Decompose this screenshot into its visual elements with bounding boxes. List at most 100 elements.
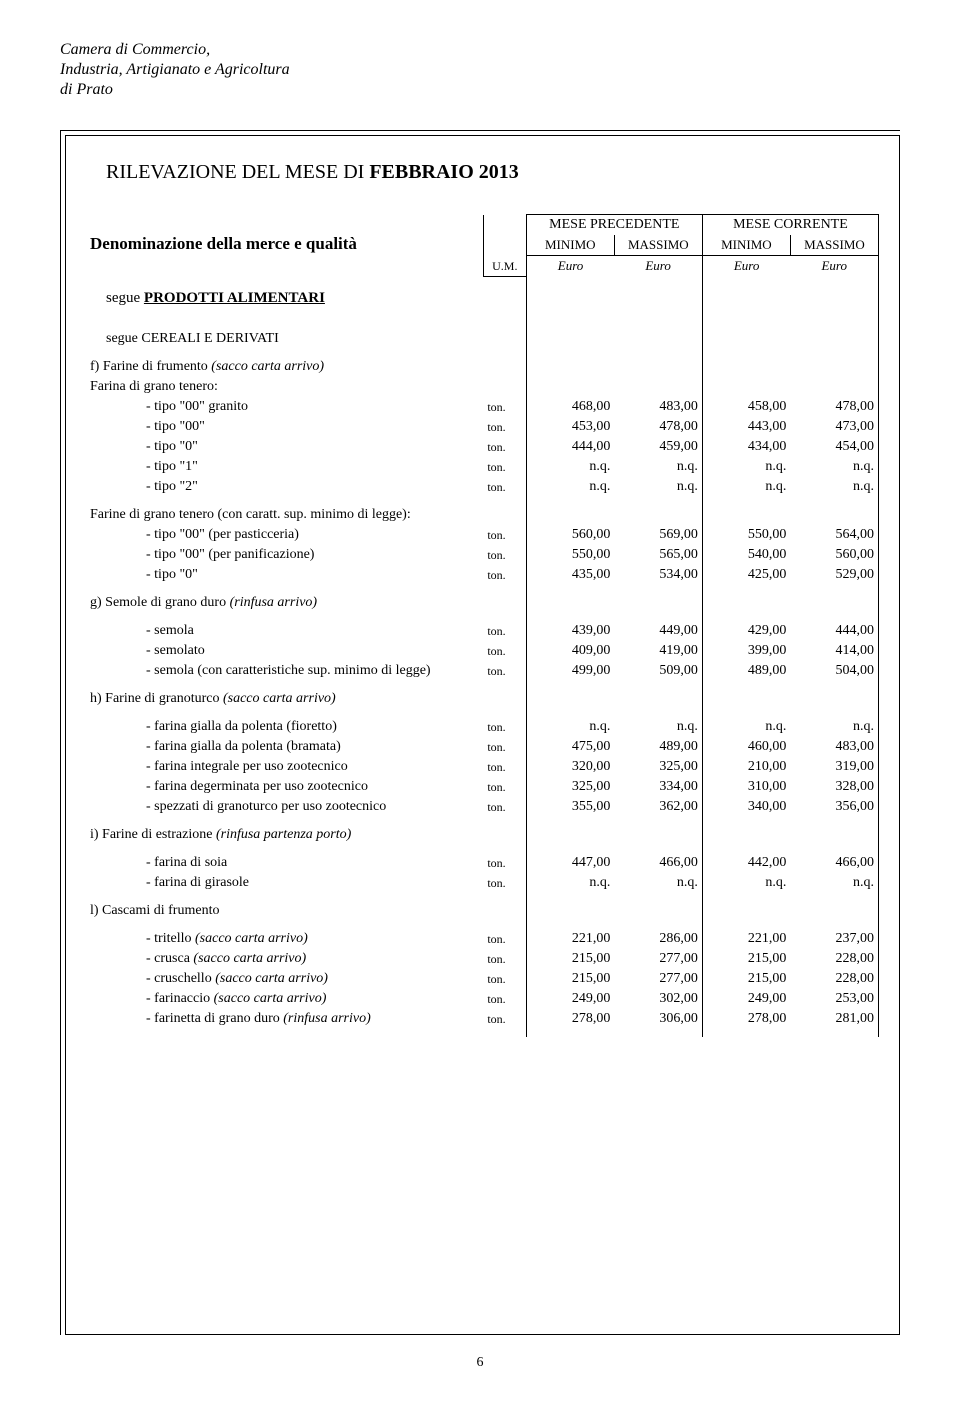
row-curr-max: 414,00	[790, 641, 878, 661]
row-curr-min: 425,00	[702, 565, 790, 585]
row-prev-min: 444,00	[526, 437, 614, 457]
row-prev-min: 355,00	[526, 797, 614, 817]
row-curr-min: 249,00	[702, 989, 790, 1009]
row-label: - semola	[86, 621, 483, 641]
row-curr-min: 399,00	[702, 641, 790, 661]
euro-1: Euro	[526, 256, 614, 277]
row-prev-min: 560,00	[526, 525, 614, 545]
row-prev-max: 362,00	[614, 797, 702, 817]
row-unit: ton.	[483, 397, 526, 417]
row-curr-min: n.q.	[702, 717, 790, 737]
row-prev-max: n.q.	[614, 717, 702, 737]
row-label: - tipo "00" (per panificazione)	[86, 545, 483, 565]
table-header-row-1: Denominazione della merce e qualità U.M.…	[86, 215, 879, 236]
row-prev-max: 569,00	[614, 525, 702, 545]
row-curr-min: 442,00	[702, 853, 790, 873]
row-label: - tipo "00" granito	[86, 397, 483, 417]
row-curr-max: 356,00	[790, 797, 878, 817]
row-prev-max: 483,00	[614, 397, 702, 417]
row-prev-min: 435,00	[526, 565, 614, 585]
row-label: - tritello (sacco carta arrivo)	[86, 929, 483, 949]
row-unit: ton.	[483, 545, 526, 565]
col-prev-max: MASSIMO	[614, 235, 702, 256]
row-prev-max: 466,00	[614, 853, 702, 873]
row-prev-max: n.q.	[614, 477, 702, 497]
col-group-prev: MESE PRECEDENTE	[526, 215, 702, 236]
table-row: - farinaccio (sacco carta arrivo)ton. 249…	[86, 989, 879, 1009]
euro-4: Euro	[790, 256, 878, 277]
row-prev-min: n.q.	[526, 873, 614, 893]
row-unit: ton.	[483, 777, 526, 797]
row-curr-min: 443,00	[702, 417, 790, 437]
row-prev-min: n.q.	[526, 457, 614, 477]
table-row: - semolatoton.409,00419,00399,00414,00	[86, 641, 879, 661]
row-prev-min: 499,00	[526, 661, 614, 681]
table-row: - tipo "00"ton.453,00478,00443,00473,00	[86, 417, 879, 437]
row-curr-min: 215,00	[702, 969, 790, 989]
row-label: - tipo "2"	[86, 477, 483, 497]
row-curr-min: 215,00	[702, 949, 790, 969]
row-curr-min: n.q.	[702, 477, 790, 497]
org-line-3: di Prato	[60, 80, 900, 100]
row-label: - farina gialla da polenta (bramata)	[86, 737, 483, 757]
row-prev-min: 468,00	[526, 397, 614, 417]
row-unit: ton.	[483, 989, 526, 1009]
row-curr-min: 434,00	[702, 437, 790, 457]
group-i): i) Farine di estrazione (rinfusa partenz…	[86, 825, 483, 845]
row-label: - farina integrale per uso zootecnico	[86, 757, 483, 777]
table-row: - tipo "00" (per panificazione)ton.550,0…	[86, 545, 879, 565]
row-prev-min: n.q.	[526, 717, 614, 737]
row-curr-max: 228,00	[790, 969, 878, 989]
row-label: - farinaccio (sacco carta arrivo)	[86, 989, 483, 1009]
row-curr-min: 340,00	[702, 797, 790, 817]
table-row: - cruschello (sacco carta arrivo)ton.215…	[86, 969, 879, 989]
row-curr-max: 564,00	[790, 525, 878, 545]
row-prev-min: 325,00	[526, 777, 614, 797]
row-label: - farina degerminata per uso zootecnico	[86, 777, 483, 797]
row-curr-max: 444,00	[790, 621, 878, 641]
row-prev-min: 215,00	[526, 969, 614, 989]
table-row: - farina gialla da polenta (bramata)ton.…	[86, 737, 879, 757]
row-unit: ton.	[483, 873, 526, 893]
row-prev-max: 334,00	[614, 777, 702, 797]
row-prev-min: 475,00	[526, 737, 614, 757]
row-unit: ton.	[483, 621, 526, 641]
row-unit: ton.	[483, 525, 526, 545]
table-row: - tipo "00" (per pasticceria)ton.560,005…	[86, 525, 879, 545]
row-unit: ton.	[483, 1009, 526, 1029]
row-label: - spezzati di granoturco per uso zootecn…	[86, 797, 483, 817]
table-row: - tipo "0"ton.435,00534,00425,00529,00	[86, 565, 879, 585]
row-unit: ton.	[483, 717, 526, 737]
row-curr-max: 560,00	[790, 545, 878, 565]
table-row: - tipo "2"ton.n.q.n.q.n.q.n.q.	[86, 477, 879, 497]
title-prefix: RILEVAZIONE DEL MESE DI	[106, 161, 369, 183]
row-unit: ton.	[483, 641, 526, 661]
row-prev-max: n.q.	[614, 457, 702, 477]
col-group-curr: MESE CORRENTE	[702, 215, 878, 236]
row-unit: ton.	[483, 757, 526, 777]
row-prev-max: 277,00	[614, 969, 702, 989]
row-curr-max: 328,00	[790, 777, 878, 797]
row-unit: ton.	[483, 417, 526, 437]
row-curr-max: 237,00	[790, 929, 878, 949]
row-curr-max: 319,00	[790, 757, 878, 777]
row-curr-max: 281,00	[790, 1009, 878, 1029]
group-l): l) Cascami di frumento	[86, 901, 483, 921]
group-h): h) Farine di granoturco (sacco carta arr…	[86, 689, 483, 709]
row-unit: ton.	[483, 949, 526, 969]
col-curr-min: MINIMO	[702, 235, 790, 256]
row-label: - farina gialla da polenta (fioretto)	[86, 717, 483, 737]
row-curr-max: 466,00	[790, 853, 878, 873]
row-curr-max: n.q.	[790, 457, 878, 477]
row-curr-max: n.q.	[790, 477, 878, 497]
row-prev-max: 302,00	[614, 989, 702, 1009]
row-label: - tipo "1"	[86, 457, 483, 477]
row-unit: ton.	[483, 477, 526, 497]
row-prev-max: 478,00	[614, 417, 702, 437]
row-prev-min: 221,00	[526, 929, 614, 949]
row-unit: ton.	[483, 565, 526, 585]
row-curr-min: 278,00	[702, 1009, 790, 1029]
row-prev-min: 550,00	[526, 545, 614, 565]
row-prev-min: 447,00	[526, 853, 614, 873]
org-line-2: Industria, Artigianato e Agricoltura	[60, 60, 900, 80]
